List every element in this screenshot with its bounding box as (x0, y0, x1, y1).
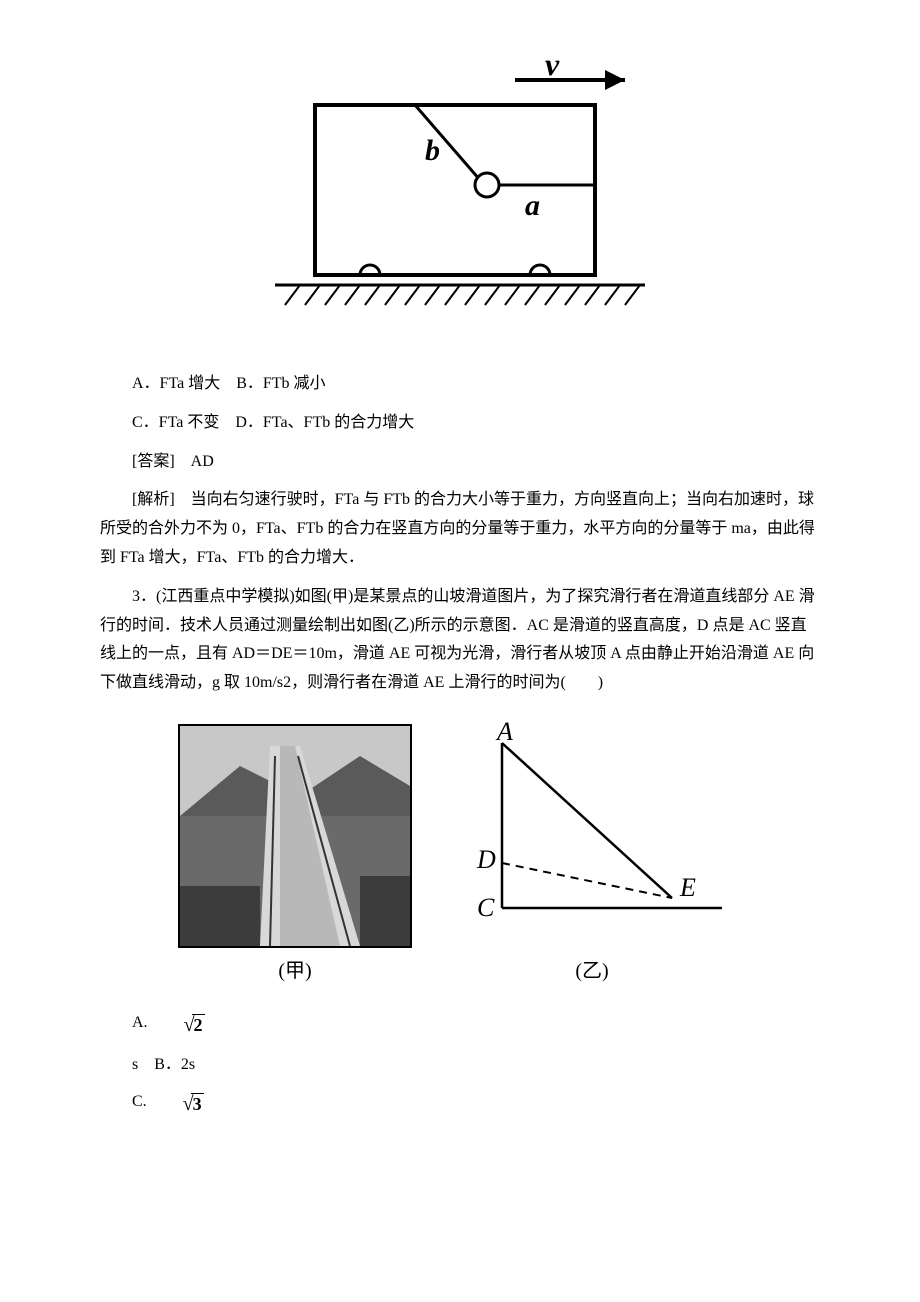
q3-opt-C: C. √3 (100, 1082, 820, 1126)
sqrt-icon: √2 (152, 1003, 205, 1047)
ball (475, 173, 499, 197)
q3-opt-B: s B．2s (100, 1047, 820, 1082)
pt-C: C (477, 893, 495, 922)
ground-hatch (285, 285, 640, 305)
pt-E: E (679, 873, 696, 902)
q3-opt-A-prefix: A. (132, 1014, 148, 1031)
figure-jia: (甲) (178, 724, 412, 983)
string-b-label: b (425, 134, 440, 167)
cart-diagram: v b a (100, 60, 820, 340)
caption-jia: (甲) (278, 954, 311, 983)
q3-opt-C-sqrt: 3 (191, 1093, 204, 1114)
pt-A: A (495, 718, 513, 746)
pt-D: D (476, 845, 496, 874)
q3-opt-C-prefix: C. (132, 1093, 147, 1110)
q3-options: A. √2 s B．2s C. √3 (100, 1003, 820, 1126)
sqrt-icon: √3 (151, 1082, 204, 1126)
figure-yi: A D C E (乙) (442, 718, 742, 983)
figure-pair: (甲) A D C E (乙) (100, 718, 820, 983)
cart-box (315, 105, 595, 275)
line-DE (502, 863, 672, 898)
slide-photo (178, 724, 412, 948)
line-AE (502, 743, 672, 898)
triangle-svg: A D C E (442, 718, 742, 948)
q2-options-line1: A．FTa 增大 B．FTb 减小 (100, 370, 820, 399)
cart-svg: v b a (265, 60, 655, 340)
q2-options-line2: C．FTa 不变 D．FTa、FTb 的合力增大 (100, 409, 820, 438)
velocity-label: v (545, 60, 560, 82)
caption-yi: (乙) (575, 954, 608, 983)
q3-opt-A-sqrt: 2 (192, 1014, 205, 1035)
q2-answer: [答案] AD (100, 448, 820, 477)
velocity-arrow-head (605, 70, 625, 90)
q2-analysis: [解析] 当向右匀速行驶时，FTa 与 FTb 的合力大小等于重力，方向竖直向上… (100, 486, 820, 572)
string-a-label: a (525, 189, 540, 222)
q3-opt-A: A. √2 (100, 1003, 820, 1047)
q3-stem: 3．(江西重点中学模拟)如图(甲)是某景点的山坡滑道图片，为了探究滑行者在滑道直… (100, 583, 820, 698)
